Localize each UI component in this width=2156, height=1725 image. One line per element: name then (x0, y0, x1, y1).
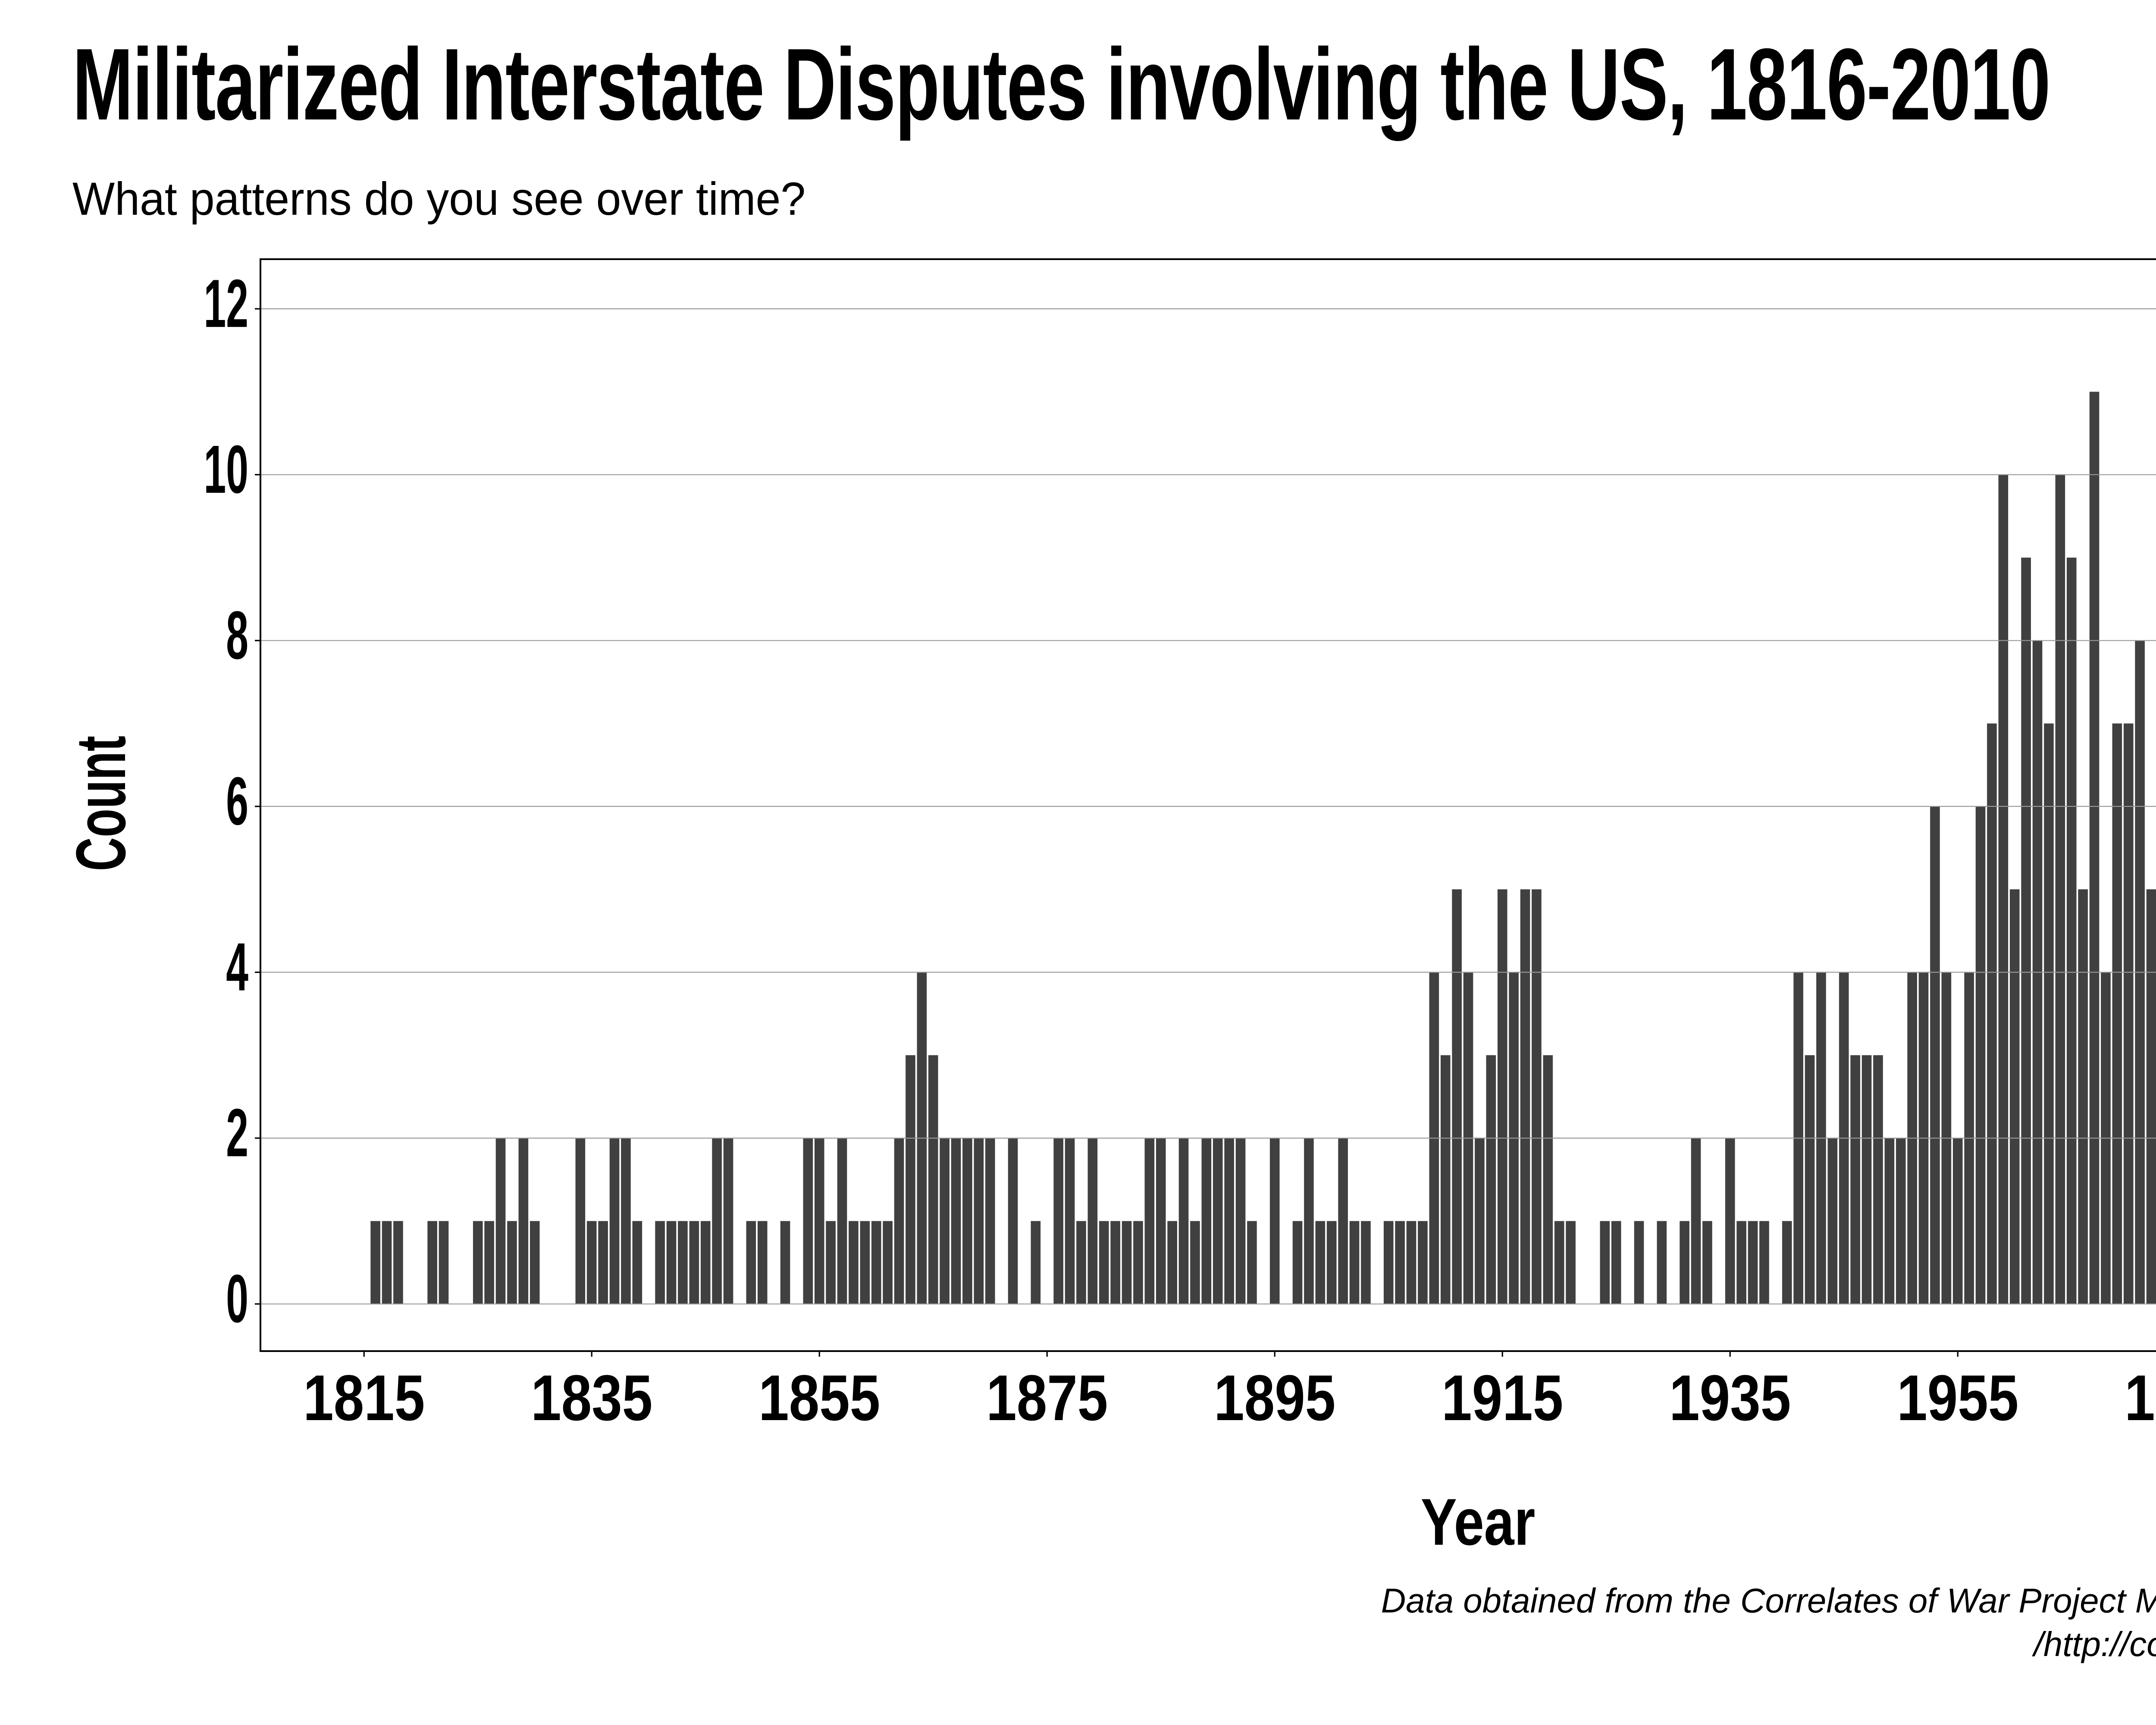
svg-text:0: 0 (226, 1261, 248, 1336)
svg-text:1955: 1955 (1897, 1362, 2018, 1434)
svg-text:2: 2 (226, 1095, 248, 1171)
svg-text:1895: 1895 (1214, 1362, 1335, 1434)
svg-text:4: 4 (226, 929, 248, 1005)
svg-text:1815: 1815 (303, 1362, 425, 1434)
svg-text:1855: 1855 (758, 1362, 880, 1434)
svg-text:6: 6 (226, 764, 248, 839)
svg-text:1915: 1915 (1442, 1362, 1563, 1434)
svg-text:1975: 1975 (2125, 1362, 2156, 1434)
svg-text:1835: 1835 (531, 1362, 652, 1434)
svg-text:10: 10 (204, 432, 248, 507)
svg-text:1935: 1935 (1669, 1362, 1791, 1434)
svg-text:12: 12 (204, 266, 248, 342)
svg-text:8: 8 (226, 598, 248, 673)
svg-text:1875: 1875 (986, 1362, 1108, 1434)
